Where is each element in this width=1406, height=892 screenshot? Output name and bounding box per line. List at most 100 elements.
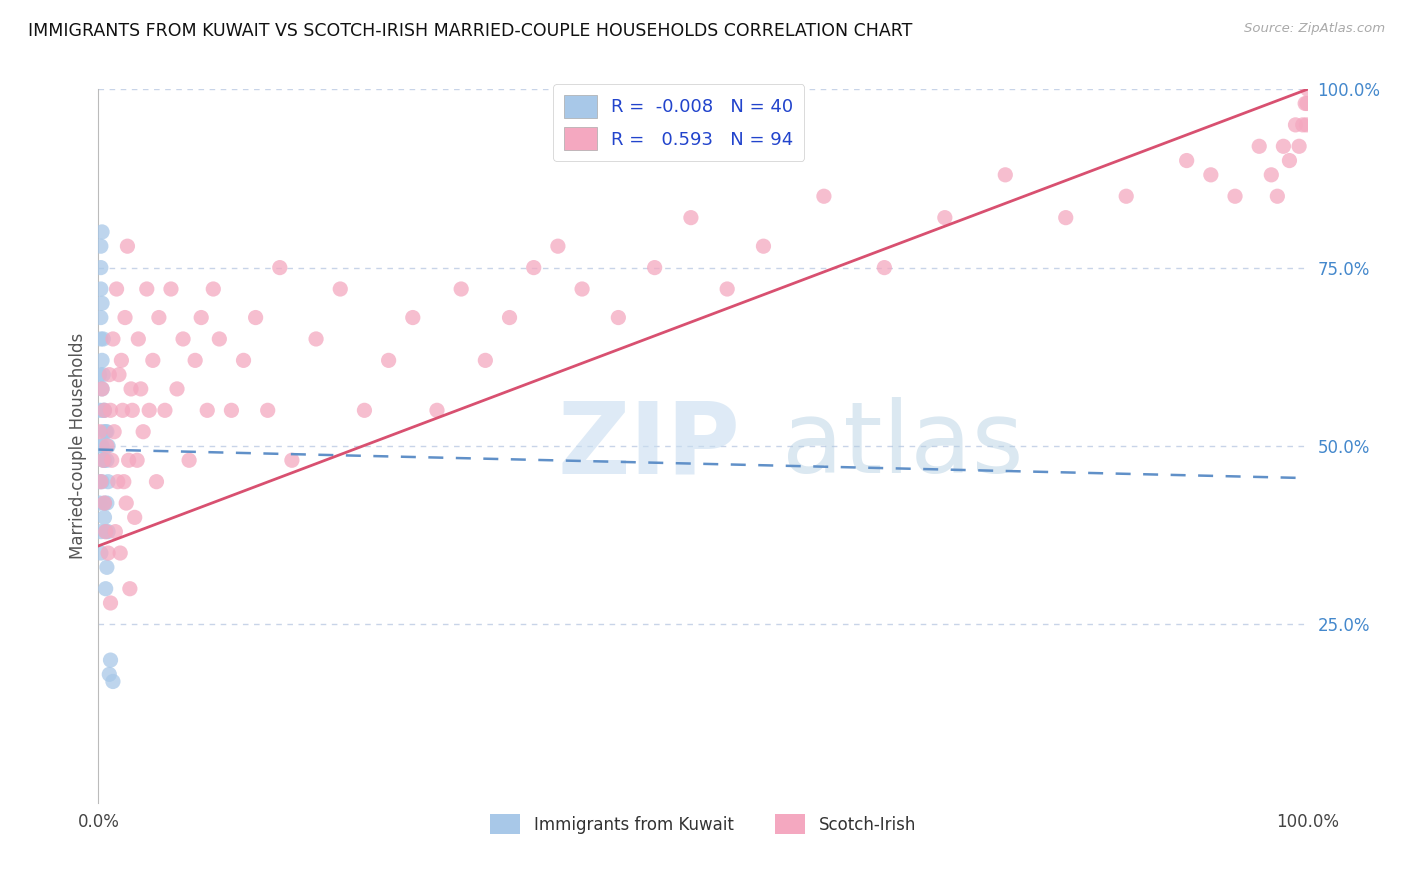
- Point: [221, 403, 243, 417]
- Point: [91, 439, 114, 453]
- Point: [142, 353, 165, 368]
- Point: [90, 332, 112, 346]
- Point: [114, 310, 136, 325]
- Point: [208, 332, 231, 346]
- Point: [179, 453, 201, 467]
- Point: [115, 496, 138, 510]
- Point: [101, 674, 124, 689]
- Point: [1288, 139, 1310, 153]
- Point: [91, 368, 114, 382]
- Point: [1223, 189, 1246, 203]
- Point: [1054, 211, 1077, 225]
- Point: [1249, 139, 1271, 153]
- Point: [269, 260, 291, 275]
- Point: [117, 239, 139, 253]
- Point: [89, 475, 111, 489]
- Point: [353, 403, 375, 417]
- Point: [91, 382, 114, 396]
- Point: [153, 403, 176, 417]
- Text: Source: ZipAtlas.com: Source: ZipAtlas.com: [1244, 22, 1385, 36]
- Point: [129, 382, 152, 396]
- Point: [93, 453, 115, 467]
- Point: [245, 310, 267, 325]
- Point: [90, 260, 112, 275]
- Point: [91, 296, 114, 310]
- Point: [160, 282, 183, 296]
- Point: [172, 332, 194, 346]
- Point: [679, 211, 702, 225]
- Point: [91, 453, 114, 467]
- Point: [97, 475, 120, 489]
- Text: IMMIGRANTS FROM KUWAIT VS SCOTCH-IRISH MARRIED-COUPLE HOUSEHOLDS CORRELATION CHA: IMMIGRANTS FROM KUWAIT VS SCOTCH-IRISH M…: [28, 22, 912, 40]
- Point: [1296, 82, 1319, 96]
- Point: [91, 353, 114, 368]
- Point: [1267, 189, 1289, 203]
- Point: [148, 310, 170, 325]
- Point: [90, 282, 112, 296]
- Point: [1199, 168, 1222, 182]
- Point: [118, 582, 141, 596]
- Point: [716, 282, 738, 296]
- Point: [97, 439, 120, 453]
- Point: [101, 332, 124, 346]
- Point: [103, 425, 125, 439]
- Point: [644, 260, 666, 275]
- Point: [94, 582, 117, 596]
- Point: [329, 282, 352, 296]
- Point: [91, 453, 114, 467]
- Point: [98, 368, 121, 382]
- Point: [98, 667, 121, 681]
- Point: [89, 368, 111, 382]
- Point: [138, 403, 160, 417]
- Point: [127, 453, 149, 467]
- Point: [1260, 168, 1282, 182]
- Point: [105, 282, 128, 296]
- Point: [135, 282, 157, 296]
- Point: [89, 496, 111, 510]
- Point: [124, 510, 146, 524]
- Point: [108, 368, 131, 382]
- Point: [1295, 118, 1317, 132]
- Point: [111, 403, 134, 417]
- Point: [97, 546, 120, 560]
- Point: [377, 353, 399, 368]
- Point: [91, 225, 114, 239]
- Point: [90, 239, 112, 253]
- Point: [202, 282, 225, 296]
- Point: [91, 382, 114, 396]
- Point: [1292, 118, 1315, 132]
- Point: [132, 425, 155, 439]
- Point: [1296, 96, 1319, 111]
- Point: [94, 524, 117, 539]
- Point: [498, 310, 520, 325]
- Point: [96, 496, 118, 510]
- Point: [1115, 189, 1137, 203]
- Point: [523, 260, 546, 275]
- Point: [121, 403, 143, 417]
- Point: [108, 546, 131, 560]
- Point: [94, 524, 117, 539]
- Point: [107, 475, 129, 489]
- Point: [547, 239, 569, 253]
- Point: [96, 453, 118, 467]
- Point: [1272, 139, 1295, 153]
- Point: [91, 475, 114, 489]
- Point: [89, 403, 111, 417]
- Point: [184, 353, 207, 368]
- Point: [813, 189, 835, 203]
- Point: [89, 425, 111, 439]
- Point: [1278, 153, 1301, 168]
- Point: [93, 496, 115, 510]
- Point: [571, 282, 593, 296]
- Point: [100, 653, 122, 667]
- Point: [90, 524, 112, 539]
- Point: [112, 475, 135, 489]
- Point: [166, 382, 188, 396]
- Point: [93, 496, 115, 510]
- Point: [96, 439, 118, 453]
- Point: [93, 403, 115, 417]
- Point: [118, 453, 141, 467]
- Point: [96, 560, 118, 574]
- Point: [1175, 153, 1198, 168]
- Point: [450, 282, 472, 296]
